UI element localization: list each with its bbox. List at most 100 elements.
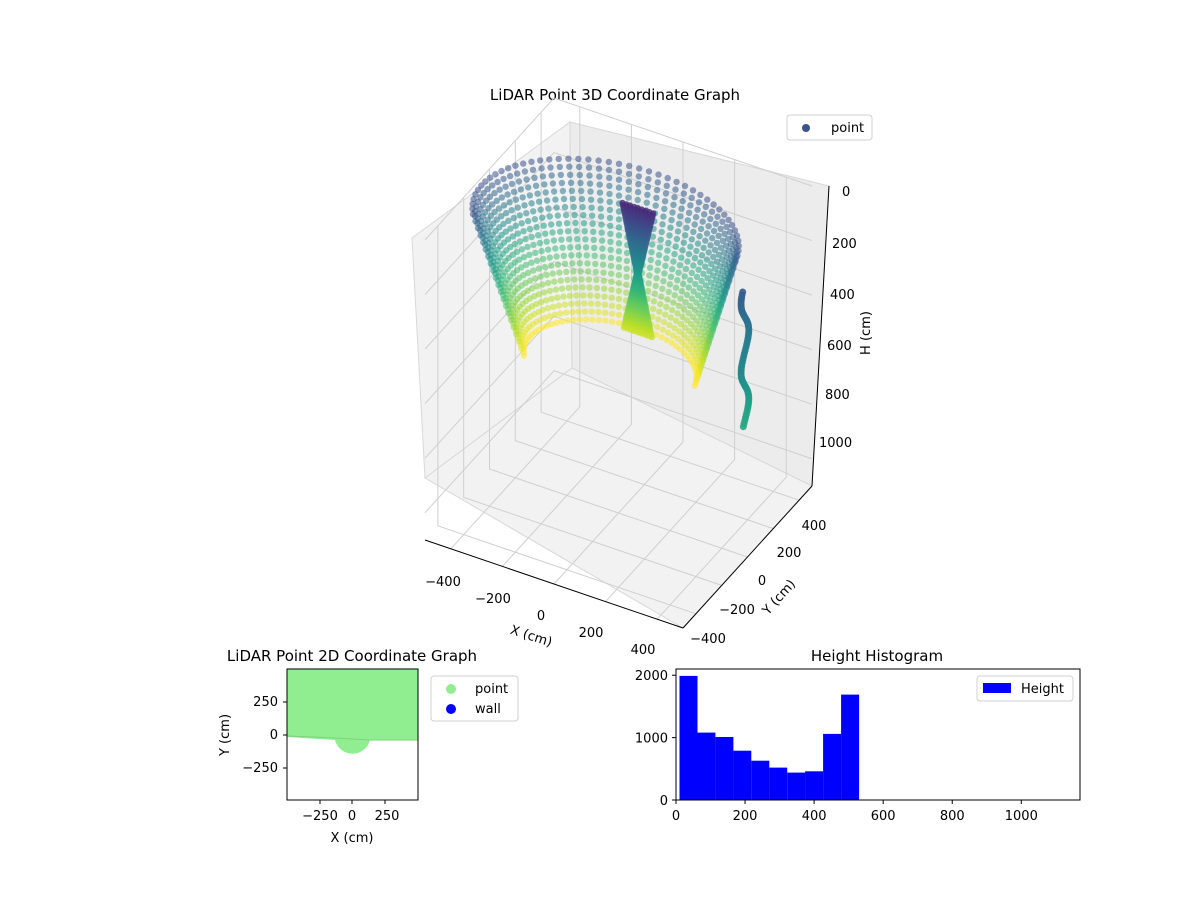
point-3d xyxy=(680,190,687,197)
point-3d xyxy=(608,278,615,285)
plot2d-wall-edge xyxy=(287,735,418,741)
point-3d xyxy=(704,293,711,300)
point-3d xyxy=(561,260,569,267)
point-3d xyxy=(683,224,690,231)
plot3d-x-tick: 0 xyxy=(537,609,545,624)
point-3d xyxy=(690,228,697,236)
point-3d xyxy=(670,201,677,208)
point-3d xyxy=(492,171,499,178)
point-3d xyxy=(539,281,546,288)
point-3d xyxy=(668,216,675,224)
point-3d xyxy=(587,188,594,195)
point-3d xyxy=(715,270,722,277)
point-3d xyxy=(563,268,570,275)
point-3d xyxy=(710,201,717,208)
point-3d xyxy=(574,235,581,243)
point-3d xyxy=(716,206,723,213)
point-3d xyxy=(661,205,668,213)
point-3d xyxy=(654,323,661,331)
point-3d xyxy=(582,316,590,323)
point-3d xyxy=(664,247,671,254)
point-3d xyxy=(489,182,496,189)
point-3d xyxy=(487,260,494,267)
point-3d xyxy=(676,328,683,335)
point-3d xyxy=(596,189,604,196)
point-3d xyxy=(500,295,507,303)
point-3d xyxy=(649,305,657,313)
plot3d-title: LiDAR Point 3D Coordinate Graph xyxy=(490,86,740,104)
point-3d xyxy=(714,213,721,220)
point-3d xyxy=(502,183,509,190)
point-3d xyxy=(548,295,555,302)
point-3d xyxy=(647,256,654,264)
point-3d xyxy=(597,205,604,212)
point-3d xyxy=(509,233,516,240)
point-3d xyxy=(505,217,512,224)
point-3d xyxy=(615,240,623,247)
plot3d-x-axis-line xyxy=(424,539,684,629)
point-3d xyxy=(615,248,623,255)
point-3d xyxy=(525,184,532,191)
plot2d-point-semicircle xyxy=(335,719,369,753)
point-3d xyxy=(582,236,589,243)
point-3d xyxy=(532,249,539,256)
point-3d xyxy=(553,319,560,326)
point-3d xyxy=(715,251,723,258)
point-3d xyxy=(598,221,605,228)
point-3d xyxy=(703,230,711,237)
point-3d xyxy=(506,199,513,206)
point-3d xyxy=(547,164,554,171)
point-3d xyxy=(678,288,685,295)
point-3d xyxy=(653,275,660,282)
point-3d xyxy=(526,251,533,258)
point-3d xyxy=(671,250,678,258)
point-3d xyxy=(505,309,512,317)
point-3d xyxy=(482,178,489,185)
point-3d xyxy=(690,288,697,295)
point-3d xyxy=(524,217,532,225)
point-3d xyxy=(597,213,605,220)
point-3d xyxy=(600,277,607,284)
legend-marker-point xyxy=(802,124,810,132)
point-3d xyxy=(683,291,691,298)
point-3d xyxy=(672,243,679,250)
point-3d xyxy=(560,293,567,300)
point-3d xyxy=(533,257,541,264)
point-3d xyxy=(684,258,691,265)
point-3d xyxy=(538,165,545,172)
point-3d xyxy=(535,232,542,239)
point-3d xyxy=(694,292,702,299)
point-3d xyxy=(552,286,560,293)
point-3d xyxy=(699,218,706,225)
point-3d xyxy=(687,202,694,209)
plot3d-z-axis-line xyxy=(811,185,830,487)
histogram-legend: Height xyxy=(976,675,1074,702)
point-3d xyxy=(589,220,596,227)
point-3d xyxy=(709,272,717,279)
point-3d xyxy=(626,162,633,170)
point-3d xyxy=(615,287,623,295)
point-3d xyxy=(657,236,664,243)
histogram-frame xyxy=(675,668,1081,801)
point-3d xyxy=(649,241,656,248)
point-3d xyxy=(654,267,661,274)
point-3d xyxy=(515,338,522,345)
point-3d xyxy=(685,309,692,317)
point-3d xyxy=(533,283,541,290)
point-3d xyxy=(592,268,599,276)
point-3d xyxy=(615,279,623,287)
plot3d-legend-label: point xyxy=(831,121,864,136)
point-3d xyxy=(687,302,694,310)
histogram-bar xyxy=(769,767,788,800)
point-3d xyxy=(574,243,582,251)
histogram-y-tick: 1000 xyxy=(635,732,668,747)
point-3d xyxy=(542,297,550,304)
point-3d xyxy=(719,256,726,263)
point-3d xyxy=(573,227,580,235)
point-3d xyxy=(493,197,500,204)
point-3d xyxy=(679,247,686,254)
point-3d xyxy=(677,320,685,328)
point-3d xyxy=(531,216,539,223)
point-3d xyxy=(711,246,719,254)
point-3d xyxy=(578,195,586,203)
